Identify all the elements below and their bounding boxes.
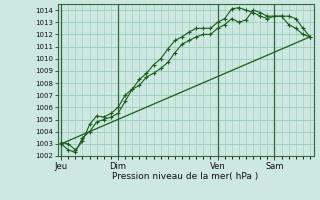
X-axis label: Pression niveau de la mer( hPa ): Pression niveau de la mer( hPa ) [112, 172, 259, 181]
